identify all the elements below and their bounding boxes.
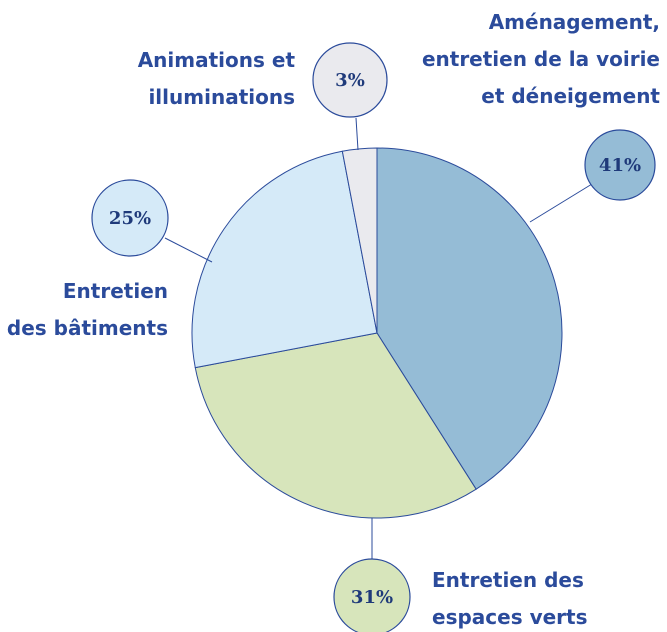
leader-line: [529, 183, 593, 223]
value-label: 25%: [109, 208, 151, 229]
value-bubble: [584, 129, 656, 201]
value-bubble: [91, 179, 169, 257]
pie-slice: [194, 332, 477, 519]
category-label: Aménagement, entretien de la voirie et d…: [421, 10, 660, 108]
value-label: 31%: [351, 587, 393, 608]
leader-line: [164, 237, 213, 263]
leader-line: [355, 117, 359, 151]
pie-slice: [341, 147, 378, 334]
value-bubble: [312, 42, 388, 118]
value-label: 41%: [599, 155, 641, 176]
category-label: Entretien des espaces verts: [432, 568, 588, 629]
category-label: Animations et illuminations: [137, 48, 295, 109]
value-bubble: [333, 558, 411, 632]
value-label: 3%: [335, 70, 365, 91]
pie-slice: [191, 150, 378, 369]
category-label: Entretien des bâtiments: [6, 279, 168, 340]
pie-slice: [376, 147, 563, 490]
